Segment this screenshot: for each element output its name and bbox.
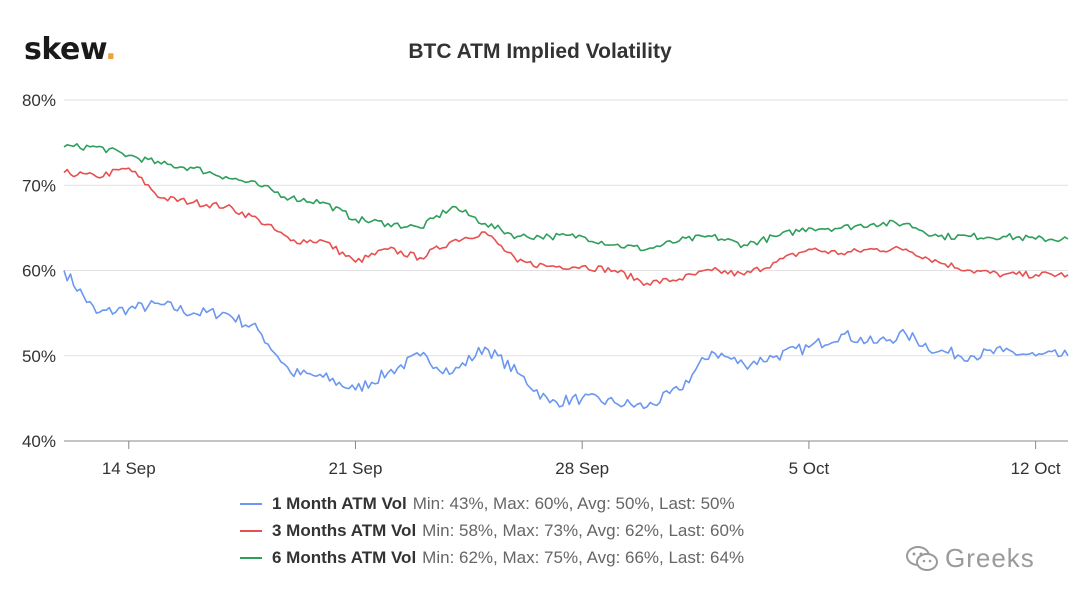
chart-legend: 1 Month ATM Vol Min: 43%, Max: 60%, Avg:… [240, 490, 744, 571]
series-line-3-months-atm-vol [63, 167, 1069, 286]
x-tick-label: 12 Oct [1011, 459, 1061, 478]
legend-series-name: 6 Months ATM Vol [272, 547, 417, 567]
y-tick-label: 50% [22, 347, 56, 366]
wechat-icon [906, 545, 938, 571]
legend-item-6-months[interactable]: 6 Months ATM Vol Min: 62%, Max: 75%, Avg… [240, 544, 744, 571]
x-tick-label: 14 Sep [102, 459, 156, 478]
legend-item-1-month[interactable]: 1 Month ATM Vol Min: 43%, Max: 60%, Avg:… [240, 490, 744, 517]
y-tick-label: 40% [22, 432, 56, 451]
y-tick-label: 70% [22, 176, 56, 195]
x-tick-label: 21 Sep [329, 459, 383, 478]
watermark-text: Greeks [945, 543, 1035, 573]
legend-series-stats: Min: 58%, Max: 73%, Avg: 62%, Last: 60% [422, 520, 745, 540]
legend-item-3-months[interactable]: 3 Months ATM Vol Min: 58%, Max: 73%, Avg… [240, 517, 744, 544]
y-tick-label: 60% [22, 262, 56, 281]
series-line-1-month-atm-vol [63, 270, 1069, 410]
legend-swatch [240, 502, 262, 505]
legend-series-name: 1 Month ATM Vol [272, 493, 407, 513]
chart-title: BTC ATM Implied Volatility [408, 40, 672, 63]
skew-logo: skew. [24, 32, 117, 67]
legend-series-name: 3 Months ATM Vol [272, 520, 417, 540]
legend-series-stats: Min: 62%, Max: 75%, Avg: 66%, Last: 64% [422, 547, 745, 567]
x-tick-label: 28 Sep [555, 459, 609, 478]
x-tick-label: 5 Oct [789, 459, 830, 478]
series-line-6-months-atm-vol [63, 143, 1069, 252]
y-tick-label: 80% [22, 91, 56, 110]
watermark: Greeks [905, 543, 1035, 574]
legend-swatch [240, 529, 262, 532]
legend-swatch [240, 556, 262, 559]
legend-series-stats: Min: 43%, Max: 60%, Avg: 50%, Last: 50% [412, 493, 735, 513]
